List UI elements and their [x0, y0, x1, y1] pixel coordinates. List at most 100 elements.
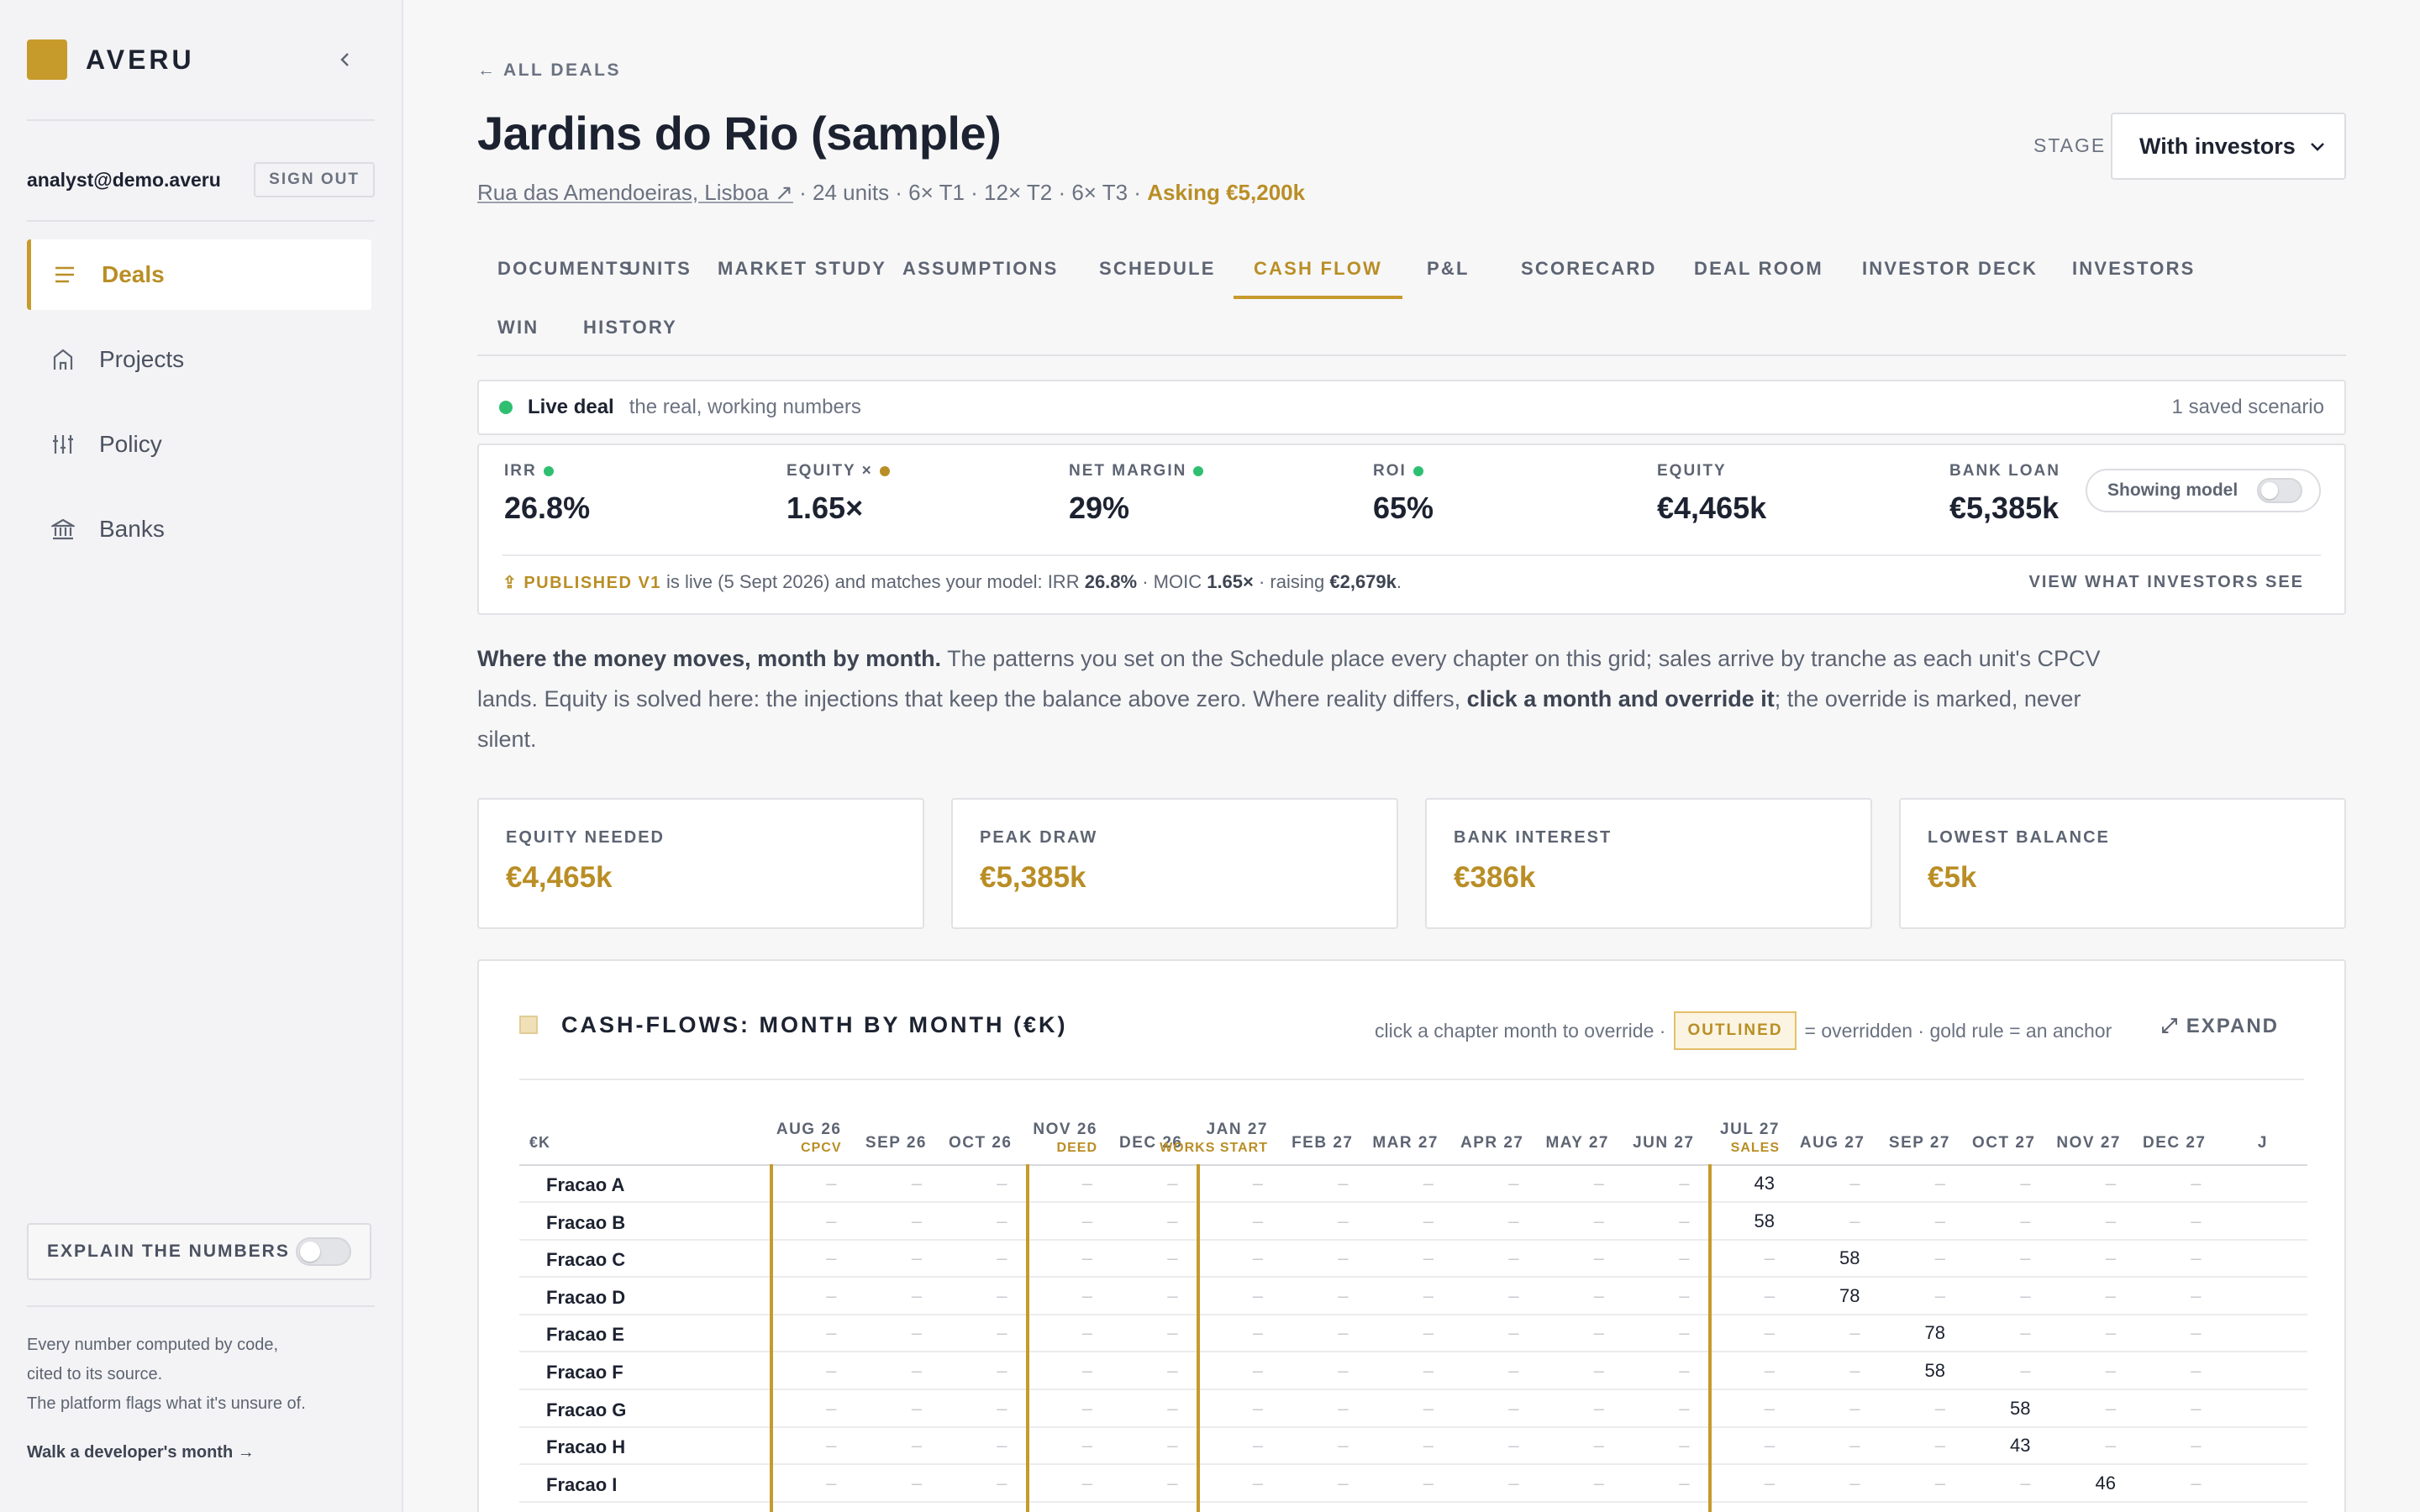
- month-cell[interactable]: –: [1707, 1509, 1775, 1512]
- month-cell[interactable]: –: [2105, 1284, 2116, 1306]
- month-cell[interactable]: –: [1252, 1284, 1263, 1306]
- month-cell[interactable]: –: [1508, 1397, 1519, 1419]
- month-cell[interactable]: –: [911, 1435, 922, 1457]
- month-cell[interactable]: –: [2191, 1472, 2202, 1494]
- month-cell[interactable]: –: [1623, 1509, 1689, 1512]
- tab-history[interactable]: HISTORY: [583, 317, 677, 338]
- month-cell[interactable]: –: [2105, 1247, 2116, 1269]
- month-cell[interactable]: –: [2191, 1435, 2202, 1457]
- tab-deal-room[interactable]: DEAL ROOM: [1694, 258, 1823, 279]
- tab-assumptions[interactable]: ASSUMPTIONS: [902, 258, 1059, 279]
- month-cell[interactable]: –: [2105, 1397, 2116, 1419]
- tab-win[interactable]: WIN: [497, 317, 539, 338]
- month-cell[interactable]: –: [1423, 1173, 1434, 1194]
- month-cell[interactable]: –: [1423, 1247, 1434, 1269]
- month-cell[interactable]: –: [1338, 1397, 1349, 1419]
- month-cell[interactable]: –: [2020, 1173, 2031, 1194]
- sign-out-button[interactable]: SIGN OUT: [254, 162, 375, 197]
- month-cell[interactable]: –: [1281, 1509, 1348, 1512]
- month-cell[interactable]: –: [2191, 1397, 2202, 1419]
- month-cell[interactable]: –: [826, 1360, 837, 1381]
- month-cell[interactable]: –: [1934, 1435, 1945, 1457]
- month-cell[interactable]: –: [1679, 1173, 1690, 1194]
- month-cell[interactable]: –: [2049, 1509, 2116, 1512]
- month-cell[interactable]: 46: [2095, 1472, 2116, 1494]
- month-cell[interactable]: –: [1508, 1472, 1519, 1494]
- month-cell[interactable]: –: [1111, 1509, 1177, 1512]
- month-cell[interactable]: –: [997, 1210, 1007, 1231]
- month-cell[interactable]: –: [911, 1322, 922, 1344]
- month-cell[interactable]: –: [1764, 1322, 1775, 1344]
- month-cell[interactable]: 58: [2010, 1397, 2031, 1419]
- month-cell[interactable]: –: [1423, 1210, 1434, 1231]
- month-cell[interactable]: –: [1508, 1210, 1519, 1231]
- toggle-switch[interactable]: [2257, 478, 2302, 503]
- month-cell[interactable]: –: [826, 1284, 837, 1306]
- view-investors-link[interactable]: VIEW WHAT INVESTORS SEE: [2028, 573, 2304, 591]
- month-cell[interactable]: 58: [1754, 1210, 1775, 1231]
- month-cell[interactable]: –: [1849, 1472, 1860, 1494]
- month-cell[interactable]: 43: [1754, 1173, 1775, 1194]
- month-cell[interactable]: –: [997, 1173, 1007, 1194]
- tab-schedule[interactable]: SCHEDULE: [1099, 258, 1216, 279]
- month-cell[interactable]: –: [1764, 1284, 1775, 1306]
- month-cell[interactable]: 78: [1924, 1322, 1945, 1344]
- month-cell[interactable]: –: [2105, 1322, 2116, 1344]
- month-cell[interactable]: –: [1934, 1397, 1945, 1419]
- month-cell[interactable]: –: [1252, 1397, 1263, 1419]
- month-cell[interactable]: –: [997, 1360, 1007, 1381]
- month-cell[interactable]: –: [911, 1247, 922, 1269]
- tab-units[interactable]: UNITS: [627, 258, 692, 279]
- tab-investors[interactable]: INVESTORS: [2072, 258, 2196, 279]
- tab-cash-flow[interactable]: CASH FLOW: [1234, 244, 1403, 299]
- month-cell[interactable]: –: [1252, 1322, 1263, 1344]
- sidebar-item-projects[interactable]: Projects: [27, 324, 371, 395]
- month-cell[interactable]: –: [1338, 1360, 1349, 1381]
- month-cell[interactable]: –: [1964, 1509, 2030, 1512]
- month-cell[interactable]: –: [1366, 1509, 1434, 1512]
- month-cell[interactable]: –: [1167, 1435, 1178, 1457]
- month-cell[interactable]: –: [940, 1509, 1007, 1512]
- month-cell[interactable]: –: [1764, 1397, 1775, 1419]
- month-cell[interactable]: –: [1593, 1322, 1604, 1344]
- month-cell[interactable]: –: [911, 1360, 922, 1381]
- month-cell[interactable]: –: [1593, 1210, 1604, 1231]
- month-cell[interactable]: –: [1934, 1284, 1945, 1306]
- month-cell[interactable]: –: [1934, 1247, 1945, 1269]
- month-cell[interactable]: –: [855, 1509, 922, 1512]
- month-cell[interactable]: –: [826, 1173, 837, 1194]
- month-cell[interactable]: –: [1537, 1509, 1604, 1512]
- month-cell[interactable]: –: [1679, 1360, 1690, 1381]
- showing-model-toggle[interactable]: Showing model: [2086, 469, 2321, 512]
- month-cell[interactable]: –: [1338, 1284, 1349, 1306]
- walk-developer-month-link[interactable]: Walk a developer's month →: [27, 1443, 255, 1462]
- month-cell[interactable]: –: [1452, 1509, 1518, 1512]
- month-cell[interactable]: –: [1081, 1284, 1092, 1306]
- month-cell[interactable]: –: [1167, 1360, 1178, 1381]
- month-cell[interactable]: –: [1081, 1247, 1092, 1269]
- tab-investor-deck[interactable]: INVESTOR DECK: [1862, 258, 2039, 279]
- month-cell[interactable]: –: [1167, 1397, 1178, 1419]
- month-cell[interactable]: –: [997, 1322, 1007, 1344]
- month-cell[interactable]: –: [2191, 1360, 2202, 1381]
- month-cell[interactable]: –: [1593, 1397, 1604, 1419]
- month-cell[interactable]: –: [1338, 1472, 1349, 1494]
- saved-scenarios-link[interactable]: 1 saved scenario: [2171, 396, 2324, 418]
- month-cell[interactable]: –: [997, 1435, 1007, 1457]
- month-cell[interactable]: –: [2105, 1360, 2116, 1381]
- collapse-sidebar-icon[interactable]: [331, 45, 360, 74]
- month-cell[interactable]: –: [1196, 1509, 1263, 1512]
- month-cell[interactable]: –: [1081, 1397, 1092, 1419]
- month-cell[interactable]: –: [1679, 1435, 1690, 1457]
- month-cell[interactable]: –: [1252, 1247, 1263, 1269]
- month-cell[interactable]: –: [1679, 1284, 1690, 1306]
- month-cell[interactable]: –: [1849, 1360, 1860, 1381]
- month-cell[interactable]: –: [1593, 1284, 1604, 1306]
- month-cell[interactable]: –: [1849, 1173, 1860, 1194]
- month-cell[interactable]: –: [826, 1247, 837, 1269]
- tab-pl[interactable]: P&L: [1427, 258, 1470, 279]
- month-cell[interactable]: –: [1764, 1472, 1775, 1494]
- month-cell[interactable]: –: [911, 1397, 922, 1419]
- month-cell[interactable]: –: [1679, 1247, 1690, 1269]
- month-cell[interactable]: –: [1423, 1322, 1434, 1344]
